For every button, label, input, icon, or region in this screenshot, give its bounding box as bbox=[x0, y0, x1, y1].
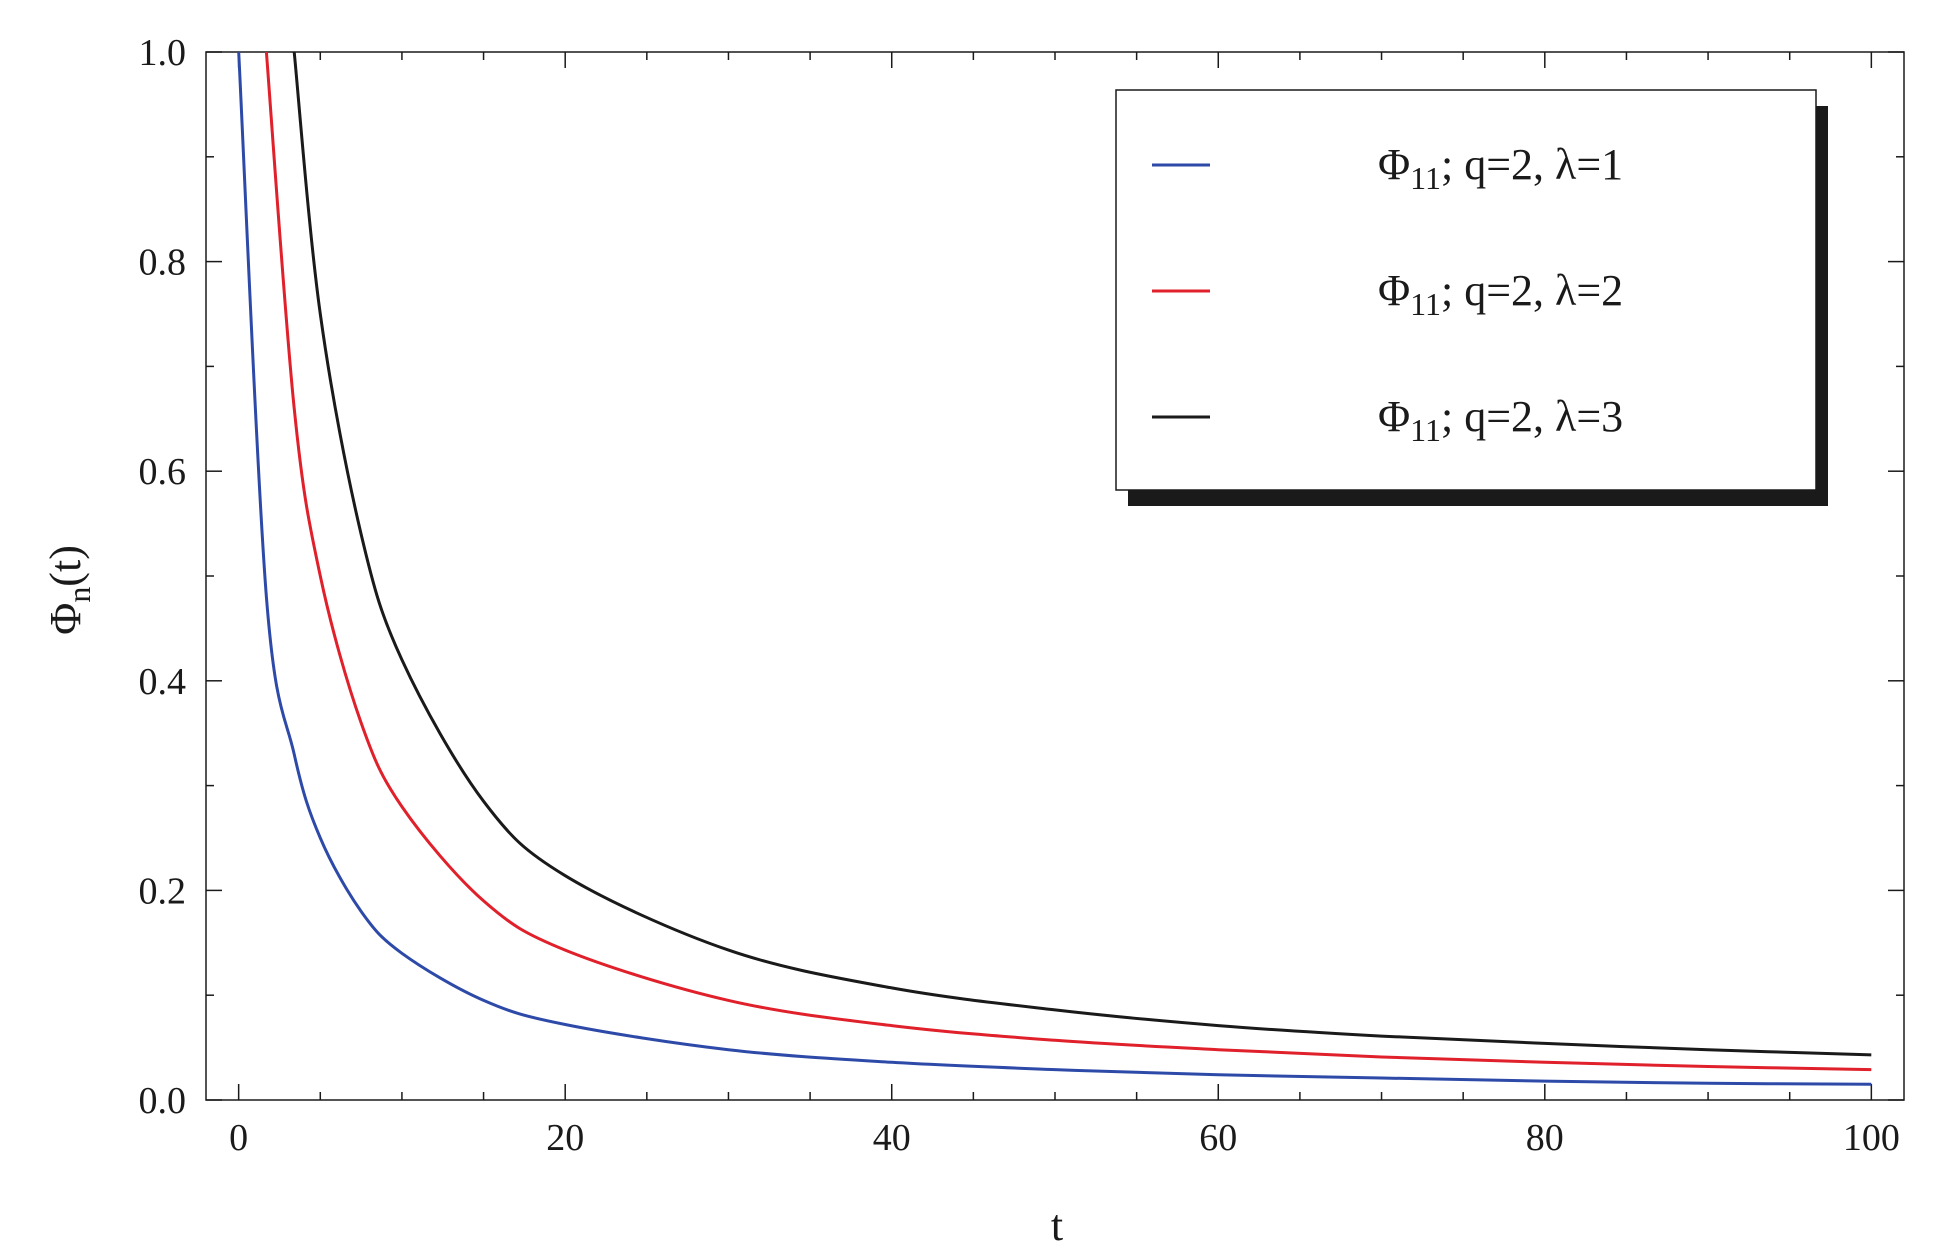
y-tick-label: 0.6 bbox=[139, 451, 187, 493]
x-tick-label: 20 bbox=[546, 1117, 584, 1159]
y-tick-label: 0.4 bbox=[139, 661, 187, 703]
y-tick-label: 0.0 bbox=[139, 1080, 187, 1122]
series-line-2 bbox=[264, 52, 1872, 1072]
y-axis-title-sub: n bbox=[61, 587, 97, 603]
legend-entries: Φ11; q=2, λ=1 Φ11; q=2, λ=2 Φ11; q=2, λ=3 bbox=[1152, 140, 1623, 448]
series-line-1 bbox=[237, 52, 1872, 1086]
x-tick-label: 80 bbox=[1526, 1117, 1564, 1159]
series-line-3 bbox=[292, 52, 1872, 1057]
legend-label-1: Φ11; q=2, λ=1 bbox=[1378, 140, 1623, 196]
x-tick-label: 0 bbox=[229, 1117, 248, 1159]
legend-box bbox=[1115, 89, 1817, 491]
x-tick-label: 100 bbox=[1843, 1117, 1900, 1159]
legend-label-2: Φ11; q=2, λ=2 bbox=[1378, 266, 1623, 322]
legend: Φ11; q=2, λ=1 Φ11; q=2, λ=2 Φ11; q=2, λ=3 bbox=[1115, 89, 1828, 506]
y-axis-title: Φn(t) bbox=[41, 545, 97, 635]
y-axis-title-base: Φ bbox=[41, 603, 90, 635]
axis-tick-labels: 0 20 40 60 80 100 0.0 0.2 0.4 0.6 0.8 1.0 bbox=[139, 32, 1900, 1159]
y-axis-title-tail: (t) bbox=[41, 545, 90, 587]
axis-ticks bbox=[206, 51, 1904, 1101]
series-lines bbox=[237, 52, 1872, 1086]
y-tick-label: 1.0 bbox=[139, 32, 187, 74]
y-tick-label: 0.2 bbox=[139, 870, 187, 912]
x-tick-label: 60 bbox=[1199, 1117, 1237, 1159]
x-axis-title: t bbox=[1051, 1201, 1063, 1250]
x-tick-label: 40 bbox=[873, 1117, 911, 1159]
y-tick-label: 0.8 bbox=[139, 242, 187, 284]
legend-label-3: Φ11; q=2, λ=3 bbox=[1378, 392, 1623, 448]
